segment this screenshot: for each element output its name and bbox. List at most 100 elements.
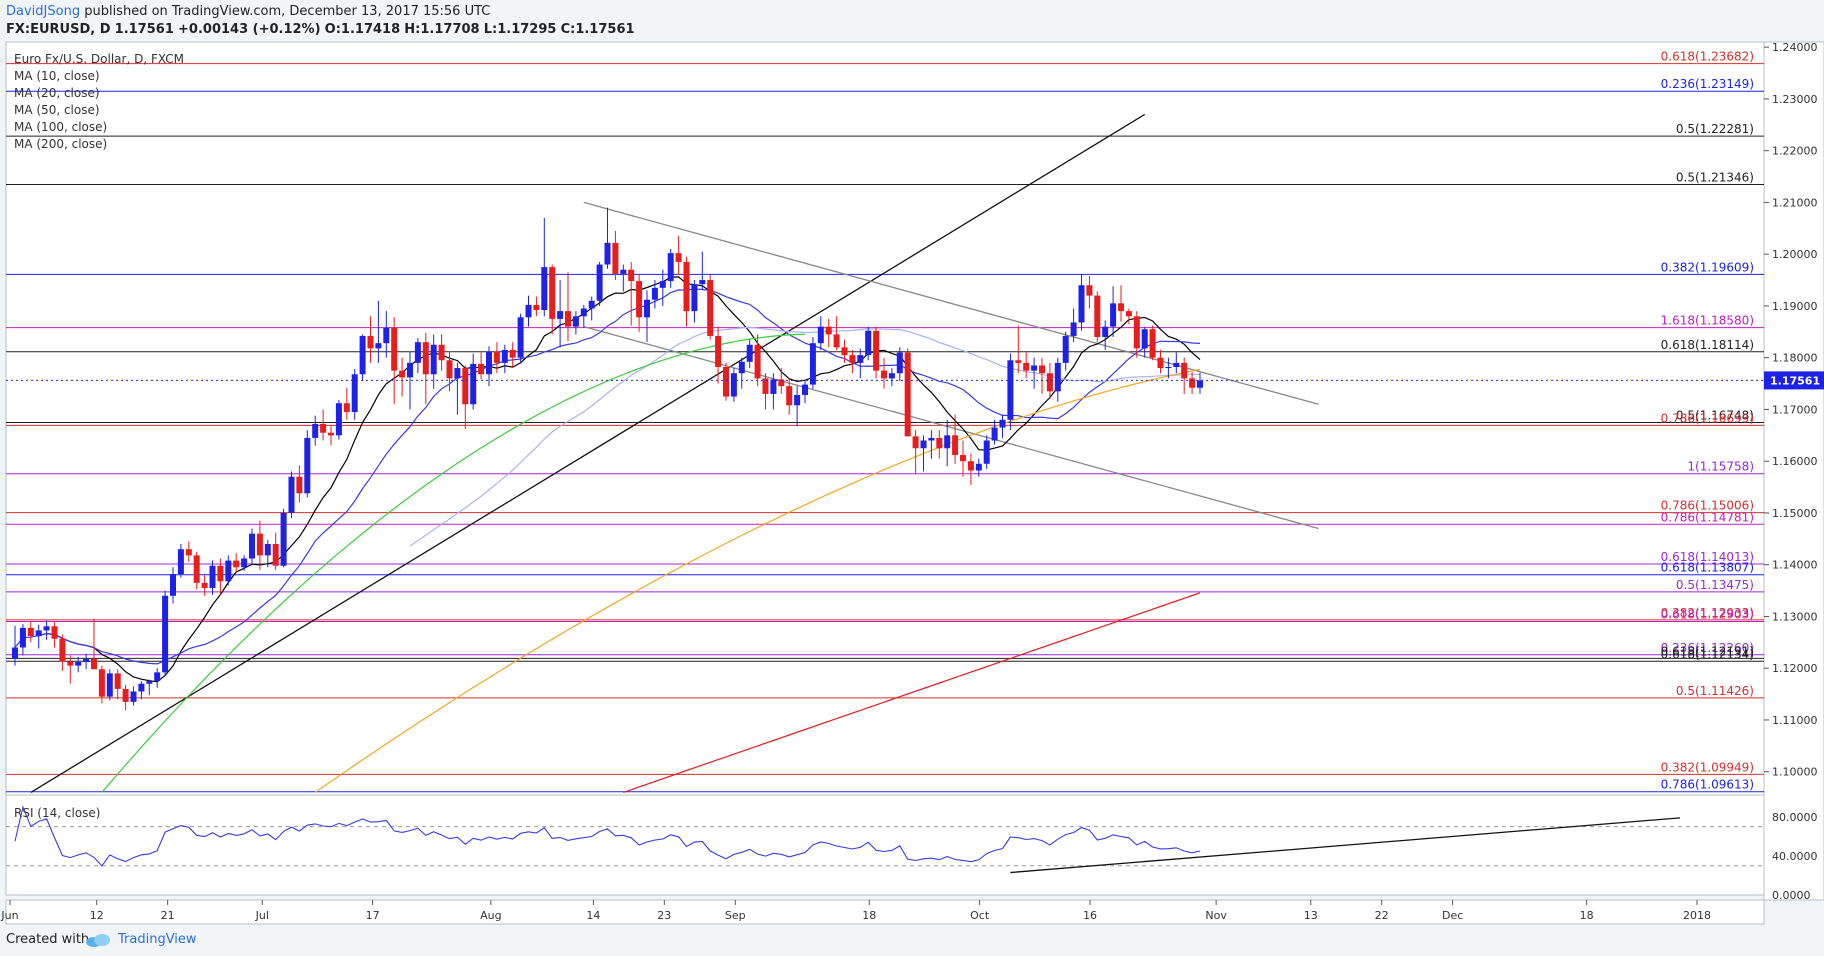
high-value: 1.17708 — [420, 22, 480, 37]
candle-body — [651, 287, 658, 300]
candle-body — [75, 661, 82, 666]
series-title: Euro Fx/U.S. Dollar, D, FXCM — [14, 52, 184, 66]
candle-body — [1125, 311, 1132, 317]
candle-body — [841, 347, 848, 356]
author-link[interactable]: DavidJSong — [6, 4, 81, 19]
candle-body — [620, 269, 627, 274]
ma-legend-entry: MA (100, close) — [14, 120, 107, 134]
price-tick-label: 1.16000 — [1772, 455, 1818, 468]
candle-body — [241, 558, 248, 568]
chart-area[interactable]: 0.618(1.23682) 0.236(1.23149) 0.5(1.22281)… — [0, 40, 1824, 926]
ma-legend-entry: MA (20, close) — [14, 86, 100, 100]
candle-body — [707, 280, 714, 336]
candle-body — [130, 691, 137, 702]
candle-body — [975, 463, 982, 471]
rsi-title: RSI (14, close) — [14, 806, 100, 820]
last-price-tag: 1.17561 — [6, 371, 1824, 390]
fib-label: 0.382(1.09949) — [1661, 760, 1754, 774]
price-tick-label: 1.24000 — [1772, 41, 1818, 54]
candle-body — [533, 304, 540, 311]
candle-body — [446, 360, 453, 379]
publish-info: published on TradingView.com, December 1… — [84, 4, 491, 19]
main-pane-bg — [5, 41, 1765, 797]
candle-body — [983, 440, 990, 464]
candle-body — [833, 334, 840, 348]
fib-label: 0.5(1.11426) — [1676, 684, 1754, 698]
candle-body — [367, 335, 374, 349]
candle-body — [1149, 329, 1156, 358]
candle-body — [809, 343, 816, 385]
candle-body — [1118, 303, 1124, 312]
candle-body — [478, 363, 485, 375]
price-tick-label: 1.17000 — [1772, 403, 1818, 416]
candle-body — [644, 299, 650, 318]
fib-label: 0.618(1.18114) — [1661, 338, 1754, 352]
time-axis-ticks: Jun 12 21 Jul 17 Aug 14 23 Sep 18 Oct 16 Nov 13 22 Dec 1… — [0, 900, 1711, 922]
rsi-tick-label: 0.0000 — [1772, 889, 1811, 902]
fib-label: 0.786(1.14781) — [1661, 510, 1754, 524]
candle-body — [715, 335, 722, 368]
candle-body — [272, 544, 279, 566]
rsi-line — [14, 805, 1201, 867]
candle-body — [1197, 380, 1203, 388]
rsi-trend-line — [1010, 817, 1681, 874]
candle-body — [659, 281, 666, 288]
candle-body — [1078, 285, 1085, 323]
candle-body — [667, 253, 674, 282]
close-value: 1.17561 — [575, 22, 635, 37]
low-value: 1.17295 — [497, 22, 557, 37]
candle-body — [280, 512, 287, 566]
price-change: +0.00143 (+0.12%) — [178, 22, 321, 37]
candle-body — [565, 311, 571, 327]
candle-body — [920, 440, 927, 449]
fib-label: 0.786(1.16693) — [1661, 411, 1754, 425]
candle-body — [462, 368, 469, 405]
candle-body — [1007, 360, 1014, 420]
price-tick-label: 1.18000 — [1772, 352, 1818, 365]
candle-body — [904, 352, 911, 437]
candle-body — [375, 343, 382, 349]
candle-body — [1165, 367, 1172, 369]
candle-body — [383, 327, 390, 344]
last-price-box — [1764, 371, 1824, 390]
fib-label: 0.618(1.12134) — [1661, 647, 1754, 661]
candle-body — [857, 355, 864, 363]
time-axis[interactable] — [5, 899, 1765, 925]
candle-body — [730, 373, 737, 397]
candle-body — [572, 316, 579, 327]
candle-body — [470, 363, 477, 405]
candle-body — [738, 361, 745, 374]
candle-body — [936, 437, 943, 449]
time-tick-label: Aug — [480, 909, 501, 922]
candle-body — [928, 437, 935, 441]
fib-label: 0.382(1.12933) — [1661, 606, 1754, 620]
price-tick-label: 1.21000 — [1772, 196, 1818, 209]
fib-label: 0.236(1.23149) — [1661, 77, 1754, 91]
candle-body — [1054, 362, 1061, 392]
ma200-line — [314, 368, 1201, 793]
candle-body — [557, 311, 564, 319]
candle-body — [407, 362, 413, 378]
fib-label: 0.5(1.22281) — [1676, 122, 1754, 136]
time-tick-label: Jun — [0, 909, 18, 922]
tradingview-brand-link[interactable]: TradingView — [118, 932, 197, 947]
candle-body — [1094, 295, 1101, 337]
ma200b-line — [623, 592, 1201, 793]
candle-body — [786, 386, 793, 406]
time-tick-label: 23 — [657, 909, 671, 922]
candle-body — [501, 349, 508, 363]
time-tick-label: Dec — [1442, 909, 1463, 922]
time-tick-label: 21 — [161, 909, 175, 922]
candle-body — [1173, 362, 1180, 368]
fib-label: 0.382(1.19609) — [1661, 260, 1754, 274]
rsi-tick-label: 80.0000 — [1772, 811, 1818, 824]
ma-legend-entry: MA (10, close) — [14, 69, 100, 83]
candle-body — [359, 335, 366, 375]
candle-body — [849, 355, 856, 363]
open-label: O: — [324, 22, 341, 37]
candle-body — [217, 565, 224, 582]
price-axis[interactable] — [1763, 41, 1824, 901]
candle-body — [1157, 357, 1164, 369]
price-tick-label: 1.12000 — [1772, 662, 1818, 675]
fib-label: 0.786(1.09613) — [1661, 778, 1754, 792]
